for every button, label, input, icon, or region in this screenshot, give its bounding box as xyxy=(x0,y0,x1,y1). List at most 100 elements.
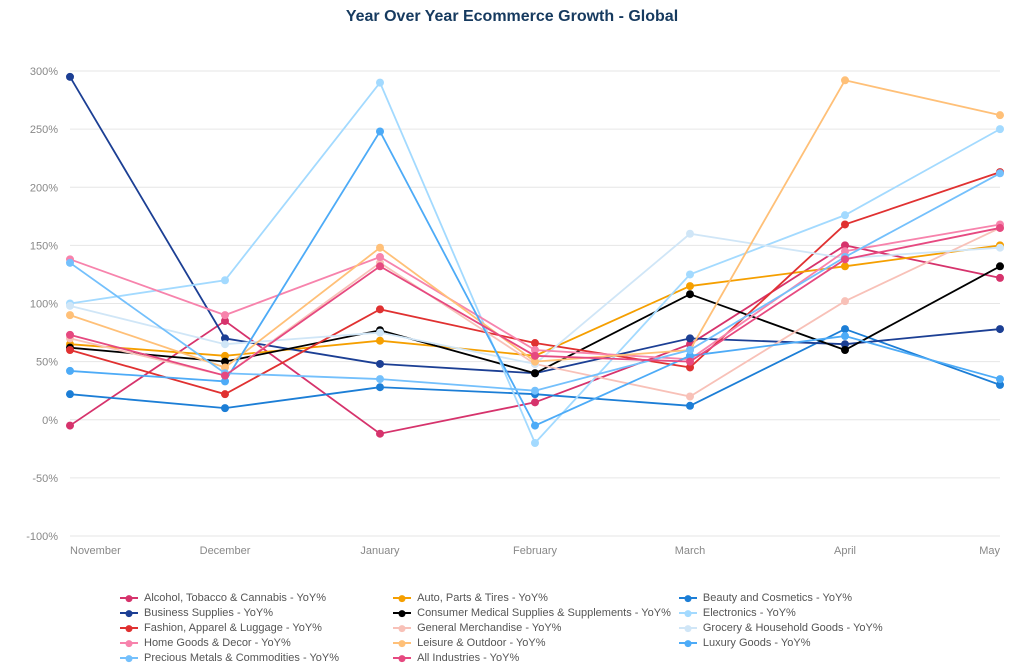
series-marker xyxy=(531,398,539,406)
legend-swatch-icon xyxy=(393,657,411,659)
legend-item[interactable]: Luxury Goods - YoY% xyxy=(679,637,944,649)
series-marker xyxy=(996,111,1004,119)
series-marker xyxy=(686,334,694,342)
legend-label: Auto, Parts & Tires - YoY% xyxy=(417,592,548,604)
legend-item[interactable]: Electronics - YoY% xyxy=(679,607,944,619)
legend-swatch-icon xyxy=(679,597,697,599)
legend-swatch-icon xyxy=(393,597,411,599)
legend-item[interactable]: Beauty and Cosmetics - YoY% xyxy=(679,592,944,604)
legend-swatch-icon xyxy=(679,612,697,614)
series-marker xyxy=(531,387,539,395)
legend-label: Beauty and Cosmetics - YoY% xyxy=(703,592,852,604)
legend-item[interactable]: Home Goods & Decor - YoY% xyxy=(120,637,385,649)
series-marker xyxy=(996,325,1004,333)
x-axis-label: January xyxy=(360,545,400,557)
legend-item[interactable]: Business Supplies - YoY% xyxy=(120,607,385,619)
legend-item[interactable]: Alcohol, Tobacco & Cannabis - YoY% xyxy=(120,592,385,604)
legend-swatch-icon xyxy=(120,642,138,644)
series-marker xyxy=(221,404,229,412)
legend-swatch-icon xyxy=(120,627,138,629)
x-axis-label: November xyxy=(70,545,121,557)
series-marker xyxy=(686,402,694,410)
x-axis-label: February xyxy=(513,545,558,557)
series-marker xyxy=(531,422,539,430)
series-marker xyxy=(686,282,694,290)
series-marker xyxy=(66,367,74,375)
legend-swatch-icon xyxy=(679,642,697,644)
series-line xyxy=(70,131,1000,425)
series-marker xyxy=(686,393,694,401)
y-axis-label: 200% xyxy=(30,182,58,194)
series-marker xyxy=(841,325,849,333)
legend-label: Consumer Medical Supplies & Supplements … xyxy=(417,607,671,619)
series-marker xyxy=(221,390,229,398)
series-marker xyxy=(376,383,384,391)
series-marker xyxy=(376,375,384,383)
series-marker xyxy=(996,244,1004,252)
legend-label: Grocery & Household Goods - YoY% xyxy=(703,622,883,634)
series-marker xyxy=(841,297,849,305)
chart-title: Year Over Year Ecommerce Growth - Global xyxy=(0,0,1024,26)
legend-item[interactable]: Grocery & Household Goods - YoY% xyxy=(679,622,944,634)
series-marker xyxy=(221,340,229,348)
series-marker xyxy=(996,125,1004,133)
series-marker xyxy=(66,311,74,319)
series-marker xyxy=(66,302,74,310)
legend-label: Luxury Goods - YoY% xyxy=(703,637,811,649)
legend-item[interactable]: General Merchandise - YoY% xyxy=(393,622,671,634)
y-axis-label: 0% xyxy=(42,415,58,427)
y-axis-label: 100% xyxy=(30,299,58,311)
series-marker xyxy=(841,211,849,219)
y-axis-label: 150% xyxy=(30,240,58,252)
series-marker xyxy=(66,331,74,339)
series-marker xyxy=(376,262,384,270)
legend-item[interactable]: Precious Metals & Commodities - YoY% xyxy=(120,652,385,664)
series-marker xyxy=(531,439,539,447)
y-axis-label: -100% xyxy=(26,531,58,543)
legend-label: Home Goods & Decor - YoY% xyxy=(144,637,291,649)
legend-label: General Merchandise - YoY% xyxy=(417,622,561,634)
legend-item[interactable]: Consumer Medical Supplies & Supplements … xyxy=(393,607,671,619)
series-marker xyxy=(376,253,384,261)
legend-swatch-icon xyxy=(120,612,138,614)
series-marker xyxy=(841,76,849,84)
series-marker xyxy=(841,220,849,228)
legend-swatch-icon xyxy=(679,627,697,629)
series-marker xyxy=(66,346,74,354)
legend-item[interactable]: Auto, Parts & Tires - YoY% xyxy=(393,592,671,604)
series-line xyxy=(70,77,1000,373)
legend-label: Fashion, Apparel & Luggage - YoY% xyxy=(144,622,322,634)
x-axis-label: April xyxy=(834,545,856,557)
legend-item[interactable]: Leisure & Outdoor - YoY% xyxy=(393,637,671,649)
legend-label: Business Supplies - YoY% xyxy=(144,607,273,619)
x-axis-label: May xyxy=(979,545,1000,557)
series-marker xyxy=(376,329,384,337)
legend-item[interactable]: Fashion, Apparel & Luggage - YoY% xyxy=(120,622,385,634)
x-axis-label: December xyxy=(200,545,251,557)
series-marker xyxy=(686,346,694,354)
legend-swatch-icon xyxy=(120,657,138,659)
series-marker xyxy=(376,244,384,252)
series-marker xyxy=(221,311,229,319)
series-marker xyxy=(376,430,384,438)
legend-swatch-icon xyxy=(393,627,411,629)
legend-swatch-icon xyxy=(120,597,138,599)
chart-legend: Alcohol, Tobacco & Cannabis - YoY% Auto, … xyxy=(0,592,1024,664)
series-marker xyxy=(66,259,74,267)
series-marker xyxy=(221,276,229,284)
y-axis-label: -50% xyxy=(32,473,58,485)
legend-label: All Industries - YoY% xyxy=(417,652,519,664)
series-marker xyxy=(996,224,1004,232)
y-axis-label: 250% xyxy=(30,124,58,136)
series-marker xyxy=(376,127,384,135)
series-marker xyxy=(66,390,74,398)
series-marker xyxy=(221,372,229,380)
series-marker xyxy=(686,290,694,298)
series-marker xyxy=(66,422,74,430)
series-marker xyxy=(996,262,1004,270)
legend-item[interactable]: All Industries - YoY% xyxy=(393,652,671,664)
legend-label: Leisure & Outdoor - YoY% xyxy=(417,637,545,649)
series-marker xyxy=(996,169,1004,177)
series-marker xyxy=(996,274,1004,282)
legend-label: Electronics - YoY% xyxy=(703,607,796,619)
